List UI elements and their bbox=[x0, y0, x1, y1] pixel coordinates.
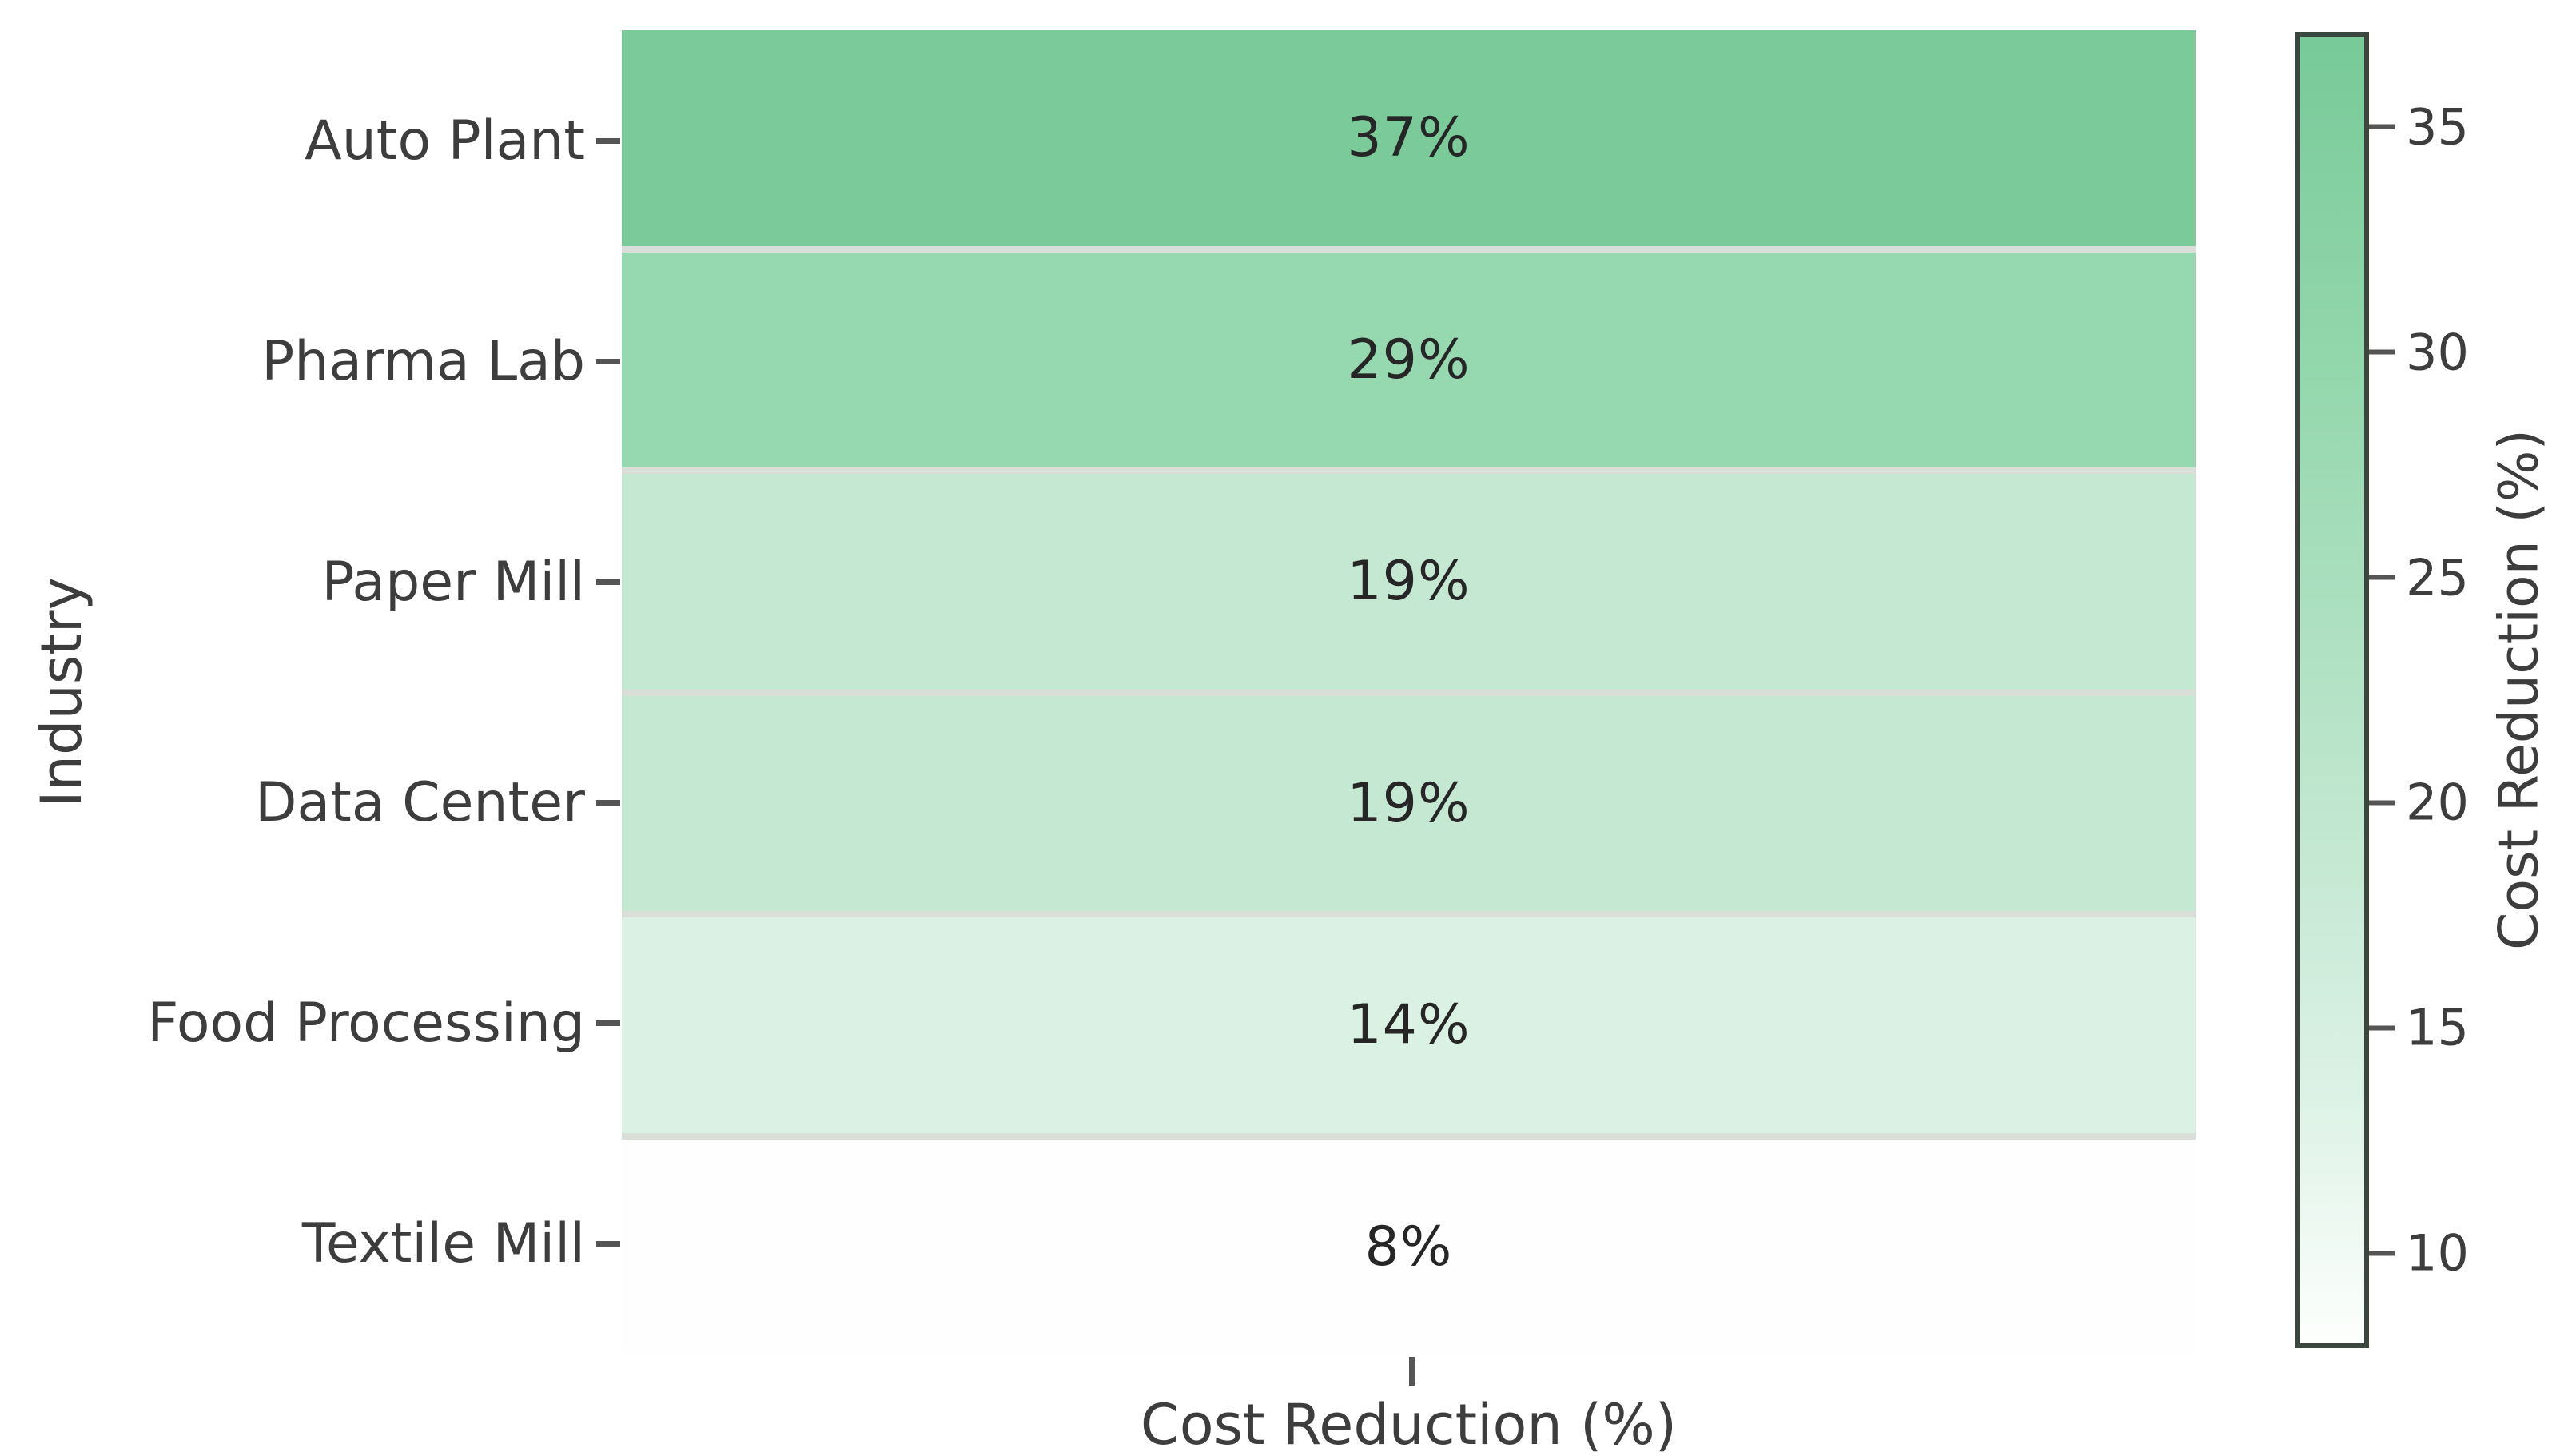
colorbar-tick: 15 bbox=[2369, 999, 2469, 1057]
y-tick-label: Data Center bbox=[255, 771, 585, 835]
colorbar-tick-mark-icon bbox=[2369, 1251, 2395, 1256]
x-axis-title: Cost Reduction (%) bbox=[1140, 1392, 1678, 1456]
heatmap-cell-data-center: 19% bbox=[622, 689, 2196, 911]
cell-value-label: 8% bbox=[1364, 1215, 1453, 1279]
colorbar-tick-mark-icon bbox=[2369, 1025, 2395, 1031]
y-tick-label: Textile Mill bbox=[301, 1212, 585, 1276]
heatmap-cell-pharma-lab: 29% bbox=[622, 245, 2196, 467]
colorbar-tick-mark-icon bbox=[2369, 349, 2395, 355]
y-tick-label: Paper Mill bbox=[321, 550, 585, 614]
heatmap-cell-textile-mill: 8% bbox=[622, 1132, 2196, 1355]
colorbar-tick-mark-icon bbox=[2369, 575, 2395, 580]
colorbar-ticks: 35 30 25 20 15 10 bbox=[2369, 37, 2561, 1343]
colorbar-tick-label: 30 bbox=[2406, 323, 2469, 382]
heatmap-cell-food-processing: 14% bbox=[622, 911, 2196, 1133]
heatmap-cell-paper-mill: 19% bbox=[622, 467, 2196, 690]
colorbar-tick: 35 bbox=[2369, 97, 2469, 156]
y-tick-label: Pharma Lab bbox=[261, 329, 585, 393]
colorbar-tick: 20 bbox=[2369, 774, 2469, 832]
y-tick-paper-mill: Paper Mill bbox=[0, 471, 622, 692]
y-tick-textile-mill: Textile Mill bbox=[0, 1134, 622, 1355]
y-tick-mark-icon bbox=[596, 1241, 620, 1247]
colorbar-title: Cost Reduction (%) bbox=[2487, 428, 2551, 951]
y-axis-tick-labels: Auto Plant Pharma Lab Paper Mill Data Ce… bbox=[0, 30, 622, 1355]
colorbar-tick-label: 25 bbox=[2406, 548, 2469, 607]
y-tick-mark-icon bbox=[596, 579, 620, 585]
colorbar-tick-label: 15 bbox=[2406, 998, 2469, 1057]
colorbar-tick: 25 bbox=[2369, 548, 2469, 607]
cell-value-label: 14% bbox=[1347, 993, 1471, 1057]
cell-value-label: 19% bbox=[1347, 550, 1471, 614]
y-tick-label: Food Processing bbox=[147, 992, 585, 1056]
colorbar-tick-label: 35 bbox=[2406, 97, 2469, 157]
colorbar-tick-mark-icon bbox=[2369, 124, 2395, 129]
colorbar-tick-label: 10 bbox=[2406, 1223, 2469, 1283]
y-tick-data-center: Data Center bbox=[0, 693, 622, 913]
y-tick-mark-icon bbox=[596, 358, 620, 364]
colorbar-tick-label: 20 bbox=[2406, 773, 2469, 832]
colorbar-tick: 10 bbox=[2369, 1224, 2469, 1283]
y-tick-mark-icon bbox=[596, 137, 620, 144]
y-tick-mark-icon bbox=[596, 1020, 620, 1027]
cell-value-label: 29% bbox=[1347, 328, 1471, 392]
heatmap-cell-auto-plant: 37% bbox=[622, 30, 2196, 246]
y-tick-pharma-lab: Pharma Lab bbox=[0, 251, 622, 471]
y-tick-mark-icon bbox=[596, 800, 620, 806]
y-tick-label: Auto Plant bbox=[305, 109, 585, 173]
cell-value-label: 37% bbox=[1347, 106, 1471, 170]
heatmap-plot-area: 37% 29% 19% 19% 14% 8% bbox=[622, 30, 2196, 1355]
cell-value-label: 19% bbox=[1347, 771, 1471, 835]
colorbar bbox=[2295, 32, 2369, 1348]
colorbar-tick-mark-icon bbox=[2369, 800, 2395, 806]
y-tick-food-processing: Food Processing bbox=[0, 913, 622, 1134]
x-tick-mark-icon bbox=[1409, 1357, 1415, 1386]
colorbar-tick: 30 bbox=[2369, 323, 2469, 381]
y-tick-auto-plant: Auto Plant bbox=[0, 30, 622, 251]
